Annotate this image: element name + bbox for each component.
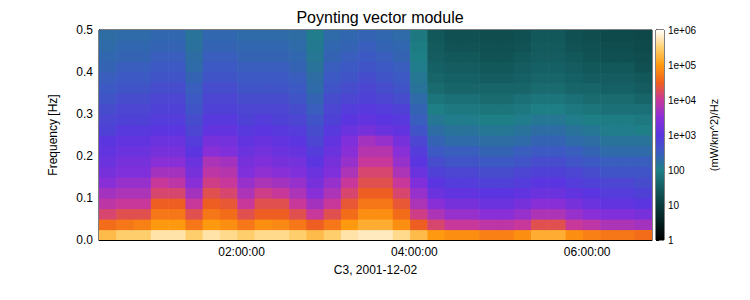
svg-text:10: 10	[668, 200, 680, 211]
svg-text:0.5: 0.5	[76, 23, 93, 37]
svg-text:0.4: 0.4	[76, 65, 93, 79]
svg-text:1e+04: 1e+04	[668, 95, 697, 106]
svg-text:06:00:00: 06:00:00	[564, 245, 611, 259]
svg-text:1e+05: 1e+05	[668, 60, 697, 71]
svg-text:0.2: 0.2	[76, 149, 93, 163]
svg-text:(mW/km^2)/Hz: (mW/km^2)/Hz	[708, 99, 720, 171]
svg-text:Poynting vector module: Poynting vector module	[296, 9, 463, 26]
svg-text:100: 100	[668, 165, 685, 176]
svg-text:Frequency [Hz]: Frequency [Hz]	[46, 94, 60, 175]
svg-text:02:00:00: 02:00:00	[218, 245, 265, 259]
svg-text:04:00:00: 04:00:00	[391, 245, 438, 259]
svg-text:0.3: 0.3	[76, 107, 93, 121]
svg-text:1e+06: 1e+06	[668, 25, 697, 36]
svg-text:1: 1	[668, 235, 674, 246]
svg-text:0.1: 0.1	[76, 191, 93, 205]
svg-text:0.0: 0.0	[76, 233, 93, 247]
svg-text:C3, 2001-12-02: C3, 2001-12-02	[334, 263, 418, 277]
svg-text:1e+03: 1e+03	[668, 130, 697, 141]
